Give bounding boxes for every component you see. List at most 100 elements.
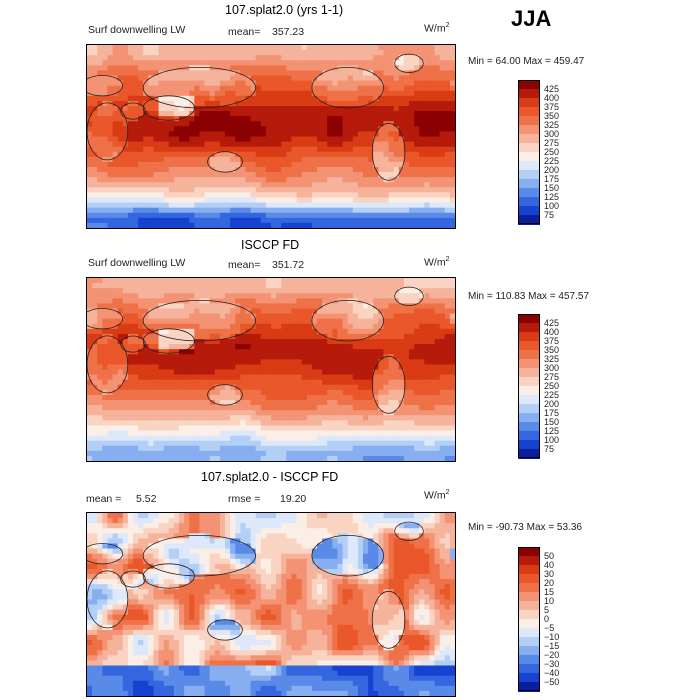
field-cell bbox=[255, 85, 262, 92]
field-cell bbox=[317, 313, 323, 320]
field-cell bbox=[419, 50, 425, 56]
field-cell bbox=[363, 308, 369, 314]
field-cell bbox=[286, 217, 292, 224]
field-cell bbox=[235, 333, 241, 340]
field-cell bbox=[143, 405, 149, 411]
field-cell bbox=[184, 400, 190, 406]
field-cell bbox=[317, 420, 323, 426]
field-cell bbox=[158, 440, 165, 447]
field-cell bbox=[158, 323, 165, 330]
field-cell bbox=[112, 65, 119, 71]
field-cell bbox=[230, 288, 236, 294]
field-cell bbox=[403, 80, 410, 87]
field-cell bbox=[388, 141, 395, 148]
field-cell bbox=[204, 126, 211, 132]
field-cell bbox=[286, 389, 292, 396]
field-cell bbox=[235, 339, 241, 345]
field-cell bbox=[189, 374, 195, 381]
field-cell bbox=[122, 389, 129, 396]
field-cell bbox=[444, 283, 451, 289]
field-cell bbox=[107, 374, 113, 381]
field-cell bbox=[306, 121, 313, 127]
field-cell bbox=[444, 106, 451, 112]
field-cell bbox=[194, 70, 200, 76]
field-cell bbox=[322, 212, 328, 219]
field-cell bbox=[173, 121, 180, 127]
field-cell bbox=[194, 197, 200, 203]
field-cell bbox=[148, 187, 154, 193]
field-cell bbox=[158, 298, 165, 304]
field-cell bbox=[398, 126, 405, 132]
field-cell bbox=[122, 405, 129, 411]
field-cell bbox=[97, 313, 103, 320]
field-cell bbox=[296, 121, 303, 127]
field-cell bbox=[357, 405, 364, 411]
coastline-outline bbox=[142, 67, 257, 109]
field-cell bbox=[153, 283, 159, 289]
field-cell bbox=[281, 202, 287, 209]
field-cell bbox=[378, 202, 384, 209]
field-cell bbox=[373, 106, 379, 112]
field-cell bbox=[347, 151, 354, 158]
field-cell bbox=[306, 172, 313, 178]
field-cell bbox=[225, 90, 231, 97]
field-cell bbox=[184, 354, 190, 360]
field-cell bbox=[153, 192, 159, 198]
field-cell bbox=[92, 313, 98, 320]
field-cell bbox=[332, 187, 338, 193]
field-cell bbox=[209, 172, 216, 178]
field-cell bbox=[403, 369, 410, 375]
field-cell bbox=[153, 106, 159, 112]
field-cell bbox=[311, 95, 318, 102]
field-cell bbox=[281, 106, 287, 112]
field-cell bbox=[102, 420, 108, 426]
field-cell bbox=[286, 161, 292, 168]
field-cell bbox=[265, 95, 272, 102]
field-cell bbox=[168, 85, 175, 92]
field-cell bbox=[204, 389, 211, 396]
field-cell bbox=[260, 374, 267, 381]
field-cell bbox=[245, 70, 251, 76]
field-cell bbox=[235, 323, 241, 330]
field-cell bbox=[322, 420, 328, 426]
field-cell bbox=[173, 328, 180, 335]
field-cell bbox=[357, 202, 364, 209]
field-cell bbox=[153, 187, 159, 193]
field-cell bbox=[357, 344, 364, 350]
field-cell bbox=[209, 379, 216, 386]
field-cell bbox=[97, 172, 103, 178]
field-cell bbox=[398, 90, 405, 97]
field-cell bbox=[133, 121, 139, 127]
field-cell bbox=[168, 90, 175, 97]
field-cell bbox=[327, 288, 333, 294]
field-cell bbox=[245, 435, 251, 442]
field-cell bbox=[357, 354, 364, 360]
field-cell bbox=[439, 364, 446, 370]
field-cell bbox=[357, 197, 364, 203]
field-cell bbox=[296, 136, 303, 142]
field-cell bbox=[311, 187, 318, 193]
field-cell bbox=[363, 80, 369, 87]
field-cell bbox=[317, 60, 323, 66]
field-cell bbox=[363, 222, 369, 228]
field-cell bbox=[219, 85, 226, 92]
field-cell bbox=[449, 70, 455, 76]
field-cell bbox=[429, 212, 435, 219]
field-cell bbox=[281, 100, 287, 107]
field-cell bbox=[122, 177, 129, 183]
field-cell bbox=[311, 278, 318, 284]
field-cell bbox=[199, 55, 205, 61]
field-cell bbox=[199, 374, 205, 381]
field-cell bbox=[327, 75, 333, 81]
field-cell bbox=[245, 80, 251, 87]
field-cell bbox=[271, 394, 277, 401]
field-cell bbox=[301, 222, 308, 228]
field-cell bbox=[286, 131, 292, 137]
field-cell bbox=[168, 364, 175, 370]
field-cell bbox=[301, 364, 308, 370]
field-cell bbox=[337, 167, 343, 173]
field-cell bbox=[260, 435, 267, 442]
field-cell bbox=[363, 354, 369, 360]
field-cell bbox=[245, 379, 251, 386]
field-cell bbox=[260, 217, 267, 224]
